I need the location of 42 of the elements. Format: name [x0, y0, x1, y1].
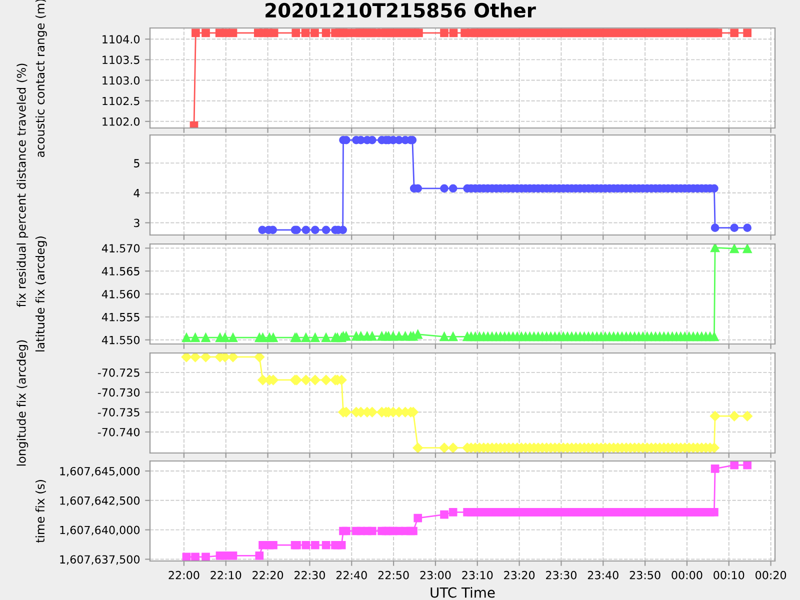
x-tick-label: 00:10	[714, 570, 744, 580]
y-tick-label: 1102.0	[102, 117, 140, 126]
x-tick-label: 23:40	[588, 570, 618, 580]
x-tick-label: 00:20	[756, 570, 786, 580]
y-tick-label: 1102.5	[102, 96, 140, 106]
y-tick-label: -70.725	[98, 368, 140, 377]
y-tick-label: 1104.0	[102, 35, 140, 44]
y-axis-title: time fix (s)	[35, 480, 46, 543]
x-tick-label: 22:20	[252, 570, 284, 580]
y-tick-label: -70.740	[98, 428, 140, 436]
y-tick-label: 41.550	[102, 336, 140, 344]
x-axis-title: UTC Time	[430, 587, 495, 598]
x-tick-label: 22:10	[210, 570, 242, 580]
y-tick-label: 41.560	[102, 290, 140, 298]
x-tick-label: 22:40	[336, 570, 367, 580]
y-tick-label: 4	[134, 189, 140, 198]
y-tick-label: 1,607,642,500	[60, 496, 140, 506]
chart-title: 20201210T215856 Other	[266, 2, 536, 18]
x-tick-label: 00:00	[672, 570, 702, 580]
x-tick-label: 23:30	[546, 570, 576, 580]
x-tick-label: 23:50	[630, 570, 660, 580]
y-tick-label: 1103.0	[102, 76, 140, 85]
y-tick-label: 41.570	[102, 244, 140, 253]
x-tick-label: 22:50	[378, 570, 409, 580]
y-tick-label: 5	[134, 159, 140, 168]
y-axis-title: longitude fix (arcdeg)	[16, 340, 28, 466]
x-tick-label: 22:00	[168, 570, 200, 580]
x-tick-label: 22:30	[294, 570, 325, 580]
x-tick-label: 23:20	[504, 570, 535, 580]
y-tick-label: 41.555	[102, 313, 140, 322]
y-tick-label: 41.565	[102, 267, 140, 276]
x-tick-label: 23:10	[462, 570, 493, 580]
y-tick-label: 1,607,637,500	[60, 555, 140, 565]
y-axis-title: latitude fix (arcdeg)	[35, 236, 47, 352]
y-axis-title: fix residual percent distance traveled (%)	[16, 64, 28, 308]
x-tick-label: 23:00	[420, 570, 451, 580]
y-tick-label: 1103.5	[102, 56, 140, 64]
y-tick-label: 3	[134, 218, 140, 228]
y-tick-label: -70.735	[98, 408, 140, 417]
y-tick-label: 1,607,640,000	[60, 526, 140, 536]
y-tick-label: -70.730	[98, 388, 140, 397]
y-tick-label: 1,607,645,000	[60, 466, 140, 477]
